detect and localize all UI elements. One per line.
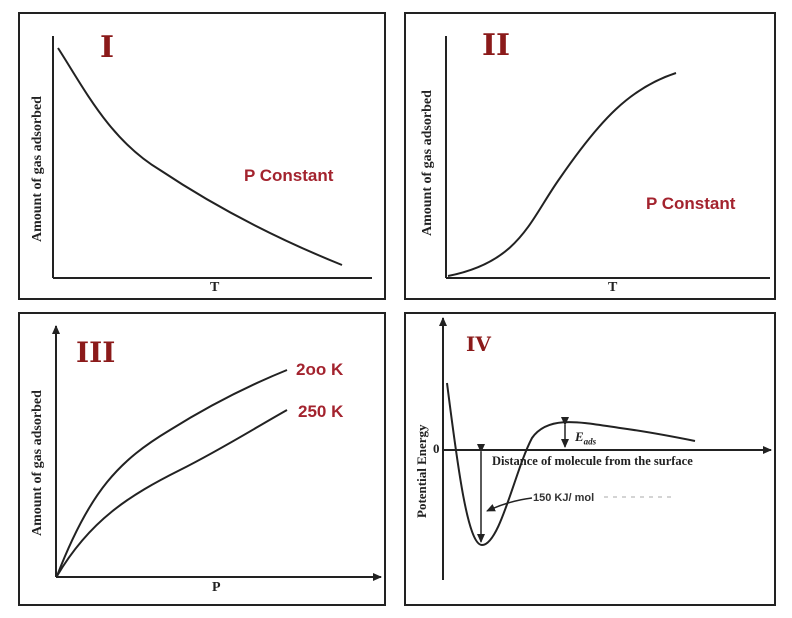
panel-1-axes	[52, 36, 372, 279]
panel-2-annotation: P Constant	[646, 194, 736, 213]
panel-1	[18, 12, 386, 300]
panel-2	[404, 12, 776, 300]
panel-4-zero-label: 0	[433, 441, 440, 456]
panel-4	[404, 312, 776, 606]
barrier-energy-subscript: ads	[583, 436, 597, 447]
curve-label-200k: 2oo K	[296, 360, 344, 379]
curve-250k	[56, 409, 288, 577]
panel-3-axes	[52, 325, 382, 581]
panel-1-numeral: I	[100, 30, 115, 65]
panel-2-numeral: II	[482, 28, 511, 63]
panel-1-curve	[57, 47, 343, 266]
panel-2-axes	[445, 36, 770, 279]
curve-200k	[56, 369, 288, 577]
panel-3-numeral: III	[76, 336, 116, 369]
panel-2-x-label: T	[608, 280, 618, 295]
panel-1-x-label: T	[210, 280, 220, 295]
panel-4-numeral: IV	[466, 332, 491, 356]
well-depth-label: 150 KJ/ mol	[533, 492, 595, 504]
barrier-energy-label: Eads	[575, 429, 596, 447]
panel-1-annotation: P Constant	[244, 166, 334, 185]
curve-label-250k: 250 K	[298, 402, 344, 421]
panel-2-curve	[447, 72, 677, 277]
panel-4-axes	[439, 317, 772, 580]
panel-4-x-label: Distance of molecule from the surface	[492, 454, 693, 468]
well-label-pointer	[486, 497, 533, 512]
potential-energy-curve	[446, 382, 696, 547]
barrier-energy-symbol: E	[575, 429, 584, 444]
panel-3-x-label: P	[212, 580, 221, 595]
